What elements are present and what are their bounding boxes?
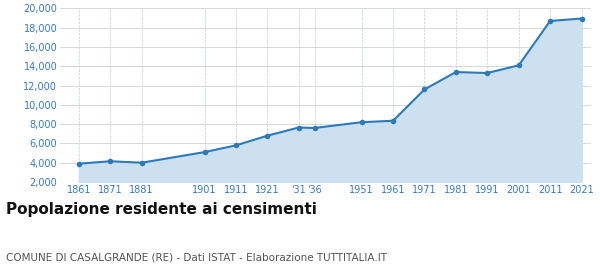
Text: COMUNE DI CASALGRANDE (RE) - Dati ISTAT - Elaborazione TUTTITALIA.IT: COMUNE DI CASALGRANDE (RE) - Dati ISTAT … xyxy=(6,252,387,262)
Text: Popolazione residente ai censimenti: Popolazione residente ai censimenti xyxy=(6,202,317,217)
